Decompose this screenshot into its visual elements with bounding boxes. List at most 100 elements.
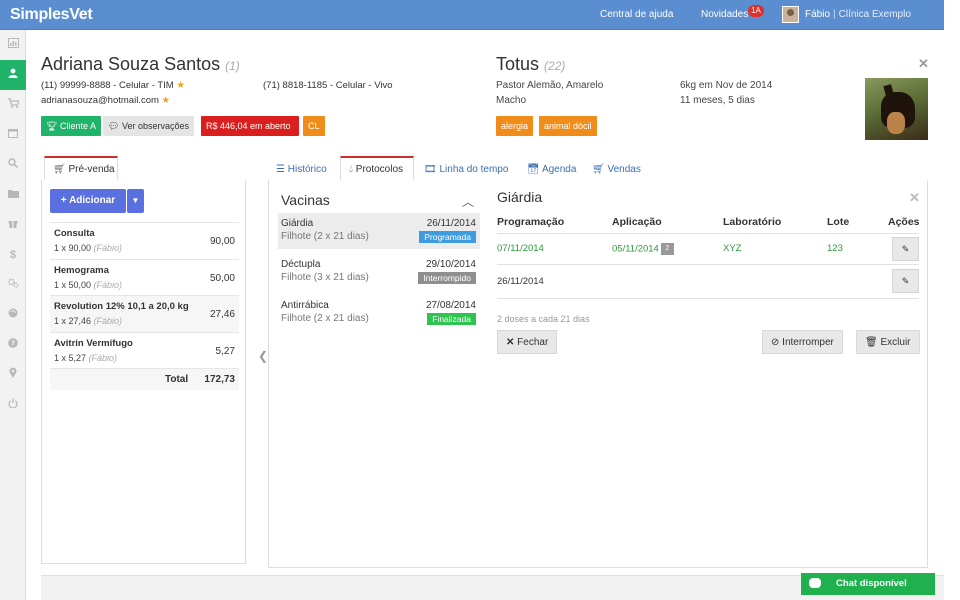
col-header-lot: Lote [827, 216, 850, 228]
list-item[interactable]: Revolution 12% 10,1 a 20,0 kg 1 x 27,46 … [50, 295, 239, 332]
tab-presale[interactable]: 🛒︎ Pré-venda [44, 156, 118, 180]
status-badge: Finalizada [427, 313, 476, 325]
item-value: 90,00 [209, 236, 235, 247]
cell-laboratory: XYZ [723, 243, 742, 254]
footer-bar [41, 575, 944, 600]
open-balance-tag[interactable]: R$ 446,04 em aberto [201, 116, 299, 136]
list-item[interactable]: Antirrábica Filhote (2 x 21 dias) 27/08/… [278, 295, 480, 331]
vaccine-date: 26/11/2014 [426, 218, 476, 229]
list-item[interactable]: Giárdia Filhote (2 x 21 dias) 26/11/2014… [278, 213, 480, 249]
col-header-laboratory: Laboratório [723, 216, 782, 228]
table-divider [497, 298, 919, 299]
close-icon[interactable]: ✕ [909, 190, 920, 205]
power-icon[interactable] [0, 390, 26, 420]
trash-icon: 🗑︎ [865, 337, 878, 348]
delete-button[interactable]: 🗑︎ Excluir [856, 330, 920, 354]
observations-button[interactable]: 💬︎ Ver observações [103, 116, 194, 136]
edit-button[interactable]: ✎ [892, 269, 919, 293]
tab-timeline[interactable]: 🎞︎ Linha do tempo [416, 158, 516, 182]
client-id: (1) [225, 59, 240, 73]
tab-protocols[interactable]: 💧︎ Protocolos [340, 156, 414, 180]
sidebar: $ ? [0, 30, 26, 600]
tab-protocols-label: Protocolos [355, 164, 404, 175]
dose-note: 2 doses a cada 21 dias [497, 314, 590, 324]
pet-photo-chest [887, 112, 905, 134]
scrollbar[interactable] [944, 0, 960, 600]
pet-tag-docile[interactable]: animal dócil [539, 116, 597, 136]
avatar[interactable] [782, 6, 799, 23]
pet-tag-allergy[interactable]: alergia [496, 116, 534, 136]
list-item[interactable]: Avitrin Vermífugo 1 x 5,27 (Fábio) 5,27 [50, 332, 239, 369]
drop-icon: 💧︎ [349, 164, 353, 175]
user-icon[interactable] [0, 60, 26, 90]
client-class-tag[interactable]: 🏆︎ Cliente A [41, 116, 101, 136]
calendar-icon: 📅︎ [527, 164, 540, 175]
cart-icon: 🛒︎ [53, 164, 66, 175]
interrupt-button[interactable]: ⊘ Interromper [762, 330, 843, 354]
client-name-text: Adriana Souza Santos [41, 54, 221, 74]
chevron-left-icon[interactable]: ❮ [258, 349, 269, 363]
app-logo[interactable]: SimplesVet [10, 6, 93, 23]
news-link[interactable]: Novidades [701, 9, 749, 20]
help-icon[interactable]: ? [0, 330, 26, 360]
vaccine-name: Déctupla [281, 259, 321, 270]
map-pin-icon[interactable] [0, 360, 26, 390]
pet-breed: Pastor Alemão, Amarelo [496, 80, 604, 91]
client-phone-1-text: (11) 99999-8888 - Celular - TIM [41, 80, 174, 91]
cell-application-text: 05/11/2014 [612, 243, 659, 255]
item-value: 5,27 [215, 346, 235, 357]
tab-agenda[interactable]: 📅︎ Agenda [519, 158, 584, 182]
help-link[interactable]: Central de ajuda [600, 9, 674, 20]
list-item[interactable]: Consulta 1 x 90,00 (Fábio) 90,00 [50, 222, 239, 259]
vaccine-schedule: Filhote (2 x 21 dias) [281, 231, 369, 242]
cl-tag[interactable]: CL [303, 116, 325, 136]
item-qty: 1 x 90,00 (Fábio) [54, 243, 122, 253]
pet-weight: 6kg em Nov de 2014 [680, 80, 773, 91]
tab-agenda-label: Agenda [541, 164, 577, 175]
total-row: Total 172,73 [50, 368, 239, 390]
add-button[interactable]: + Adicionar [50, 189, 126, 213]
dollar-icon[interactable]: $ [9, 249, 17, 261]
list-item[interactable]: Hemograma 1 x 50,00 (Fábio) 50,00 [50, 259, 239, 296]
globe-icon[interactable] [0, 300, 26, 330]
item-name: Consulta [54, 228, 95, 239]
calendar-icon[interactable] [0, 120, 26, 150]
plus-icon: + [60, 195, 67, 206]
item-qty-text: 1 x 5,27 [54, 353, 87, 363]
add-dropdown-button[interactable]: ▼ [127, 189, 144, 213]
client-name: Adriana Souza Santos (1) [41, 54, 240, 75]
user-name: Fábio [805, 9, 831, 20]
close-icon[interactable]: ✕ [918, 56, 929, 71]
tab-timeline-label: Linha do tempo [439, 164, 509, 175]
star-icon: ★ [161, 95, 171, 106]
item-value: 27,46 [209, 309, 235, 320]
vaccine-schedule: Filhote (3 x 21 dias) [281, 272, 369, 283]
observations-label: Ver observações [121, 121, 189, 131]
folder-icon[interactable] [0, 180, 26, 210]
gift-icon[interactable] [0, 210, 26, 240]
list-item[interactable]: Déctupla Filhote (3 x 21 dias) 29/10/201… [278, 254, 480, 290]
client-email-text: adrianasouza@hotmail.com [41, 95, 159, 106]
cart-icon[interactable] [0, 90, 26, 120]
chevron-down-icon: ▼ [131, 196, 140, 205]
tab-presale-label: Pré-venda [68, 164, 115, 175]
pet-photo[interactable] [865, 78, 928, 140]
search-icon[interactable] [0, 150, 26, 180]
user-menu[interactable]: Fábio | Clínica Exemplo [805, 9, 911, 20]
top-navbar: SimplesVet Central de ajuda Novidades 1A… [0, 0, 944, 30]
item-name: Hemograma [54, 265, 109, 276]
close-button[interactable]: ✕ Fechar [497, 330, 558, 354]
edit-button[interactable]: ✎ [892, 237, 919, 261]
item-qty-text: 1 x 27,46 [54, 316, 92, 326]
dose-badge: 2 [660, 243, 674, 255]
chat-button[interactable]: Chat disponível [801, 573, 935, 595]
pencil-icon: ✎ [901, 244, 910, 254]
chat-label: Chat disponível [836, 578, 907, 589]
tab-history[interactable]: ☰ Histórico [268, 158, 335, 182]
tab-sales[interactable]: 🛒︎ Vendas [584, 158, 649, 182]
dashboard-icon[interactable] [0, 30, 26, 60]
settings-icon[interactable] [0, 270, 26, 300]
chevron-up-icon[interactable]: ︿ [462, 195, 475, 209]
pencil-icon: ✎ [901, 276, 910, 286]
client-phone-1: (11) 99999-8888 - Celular - TIM ★ [41, 80, 185, 91]
